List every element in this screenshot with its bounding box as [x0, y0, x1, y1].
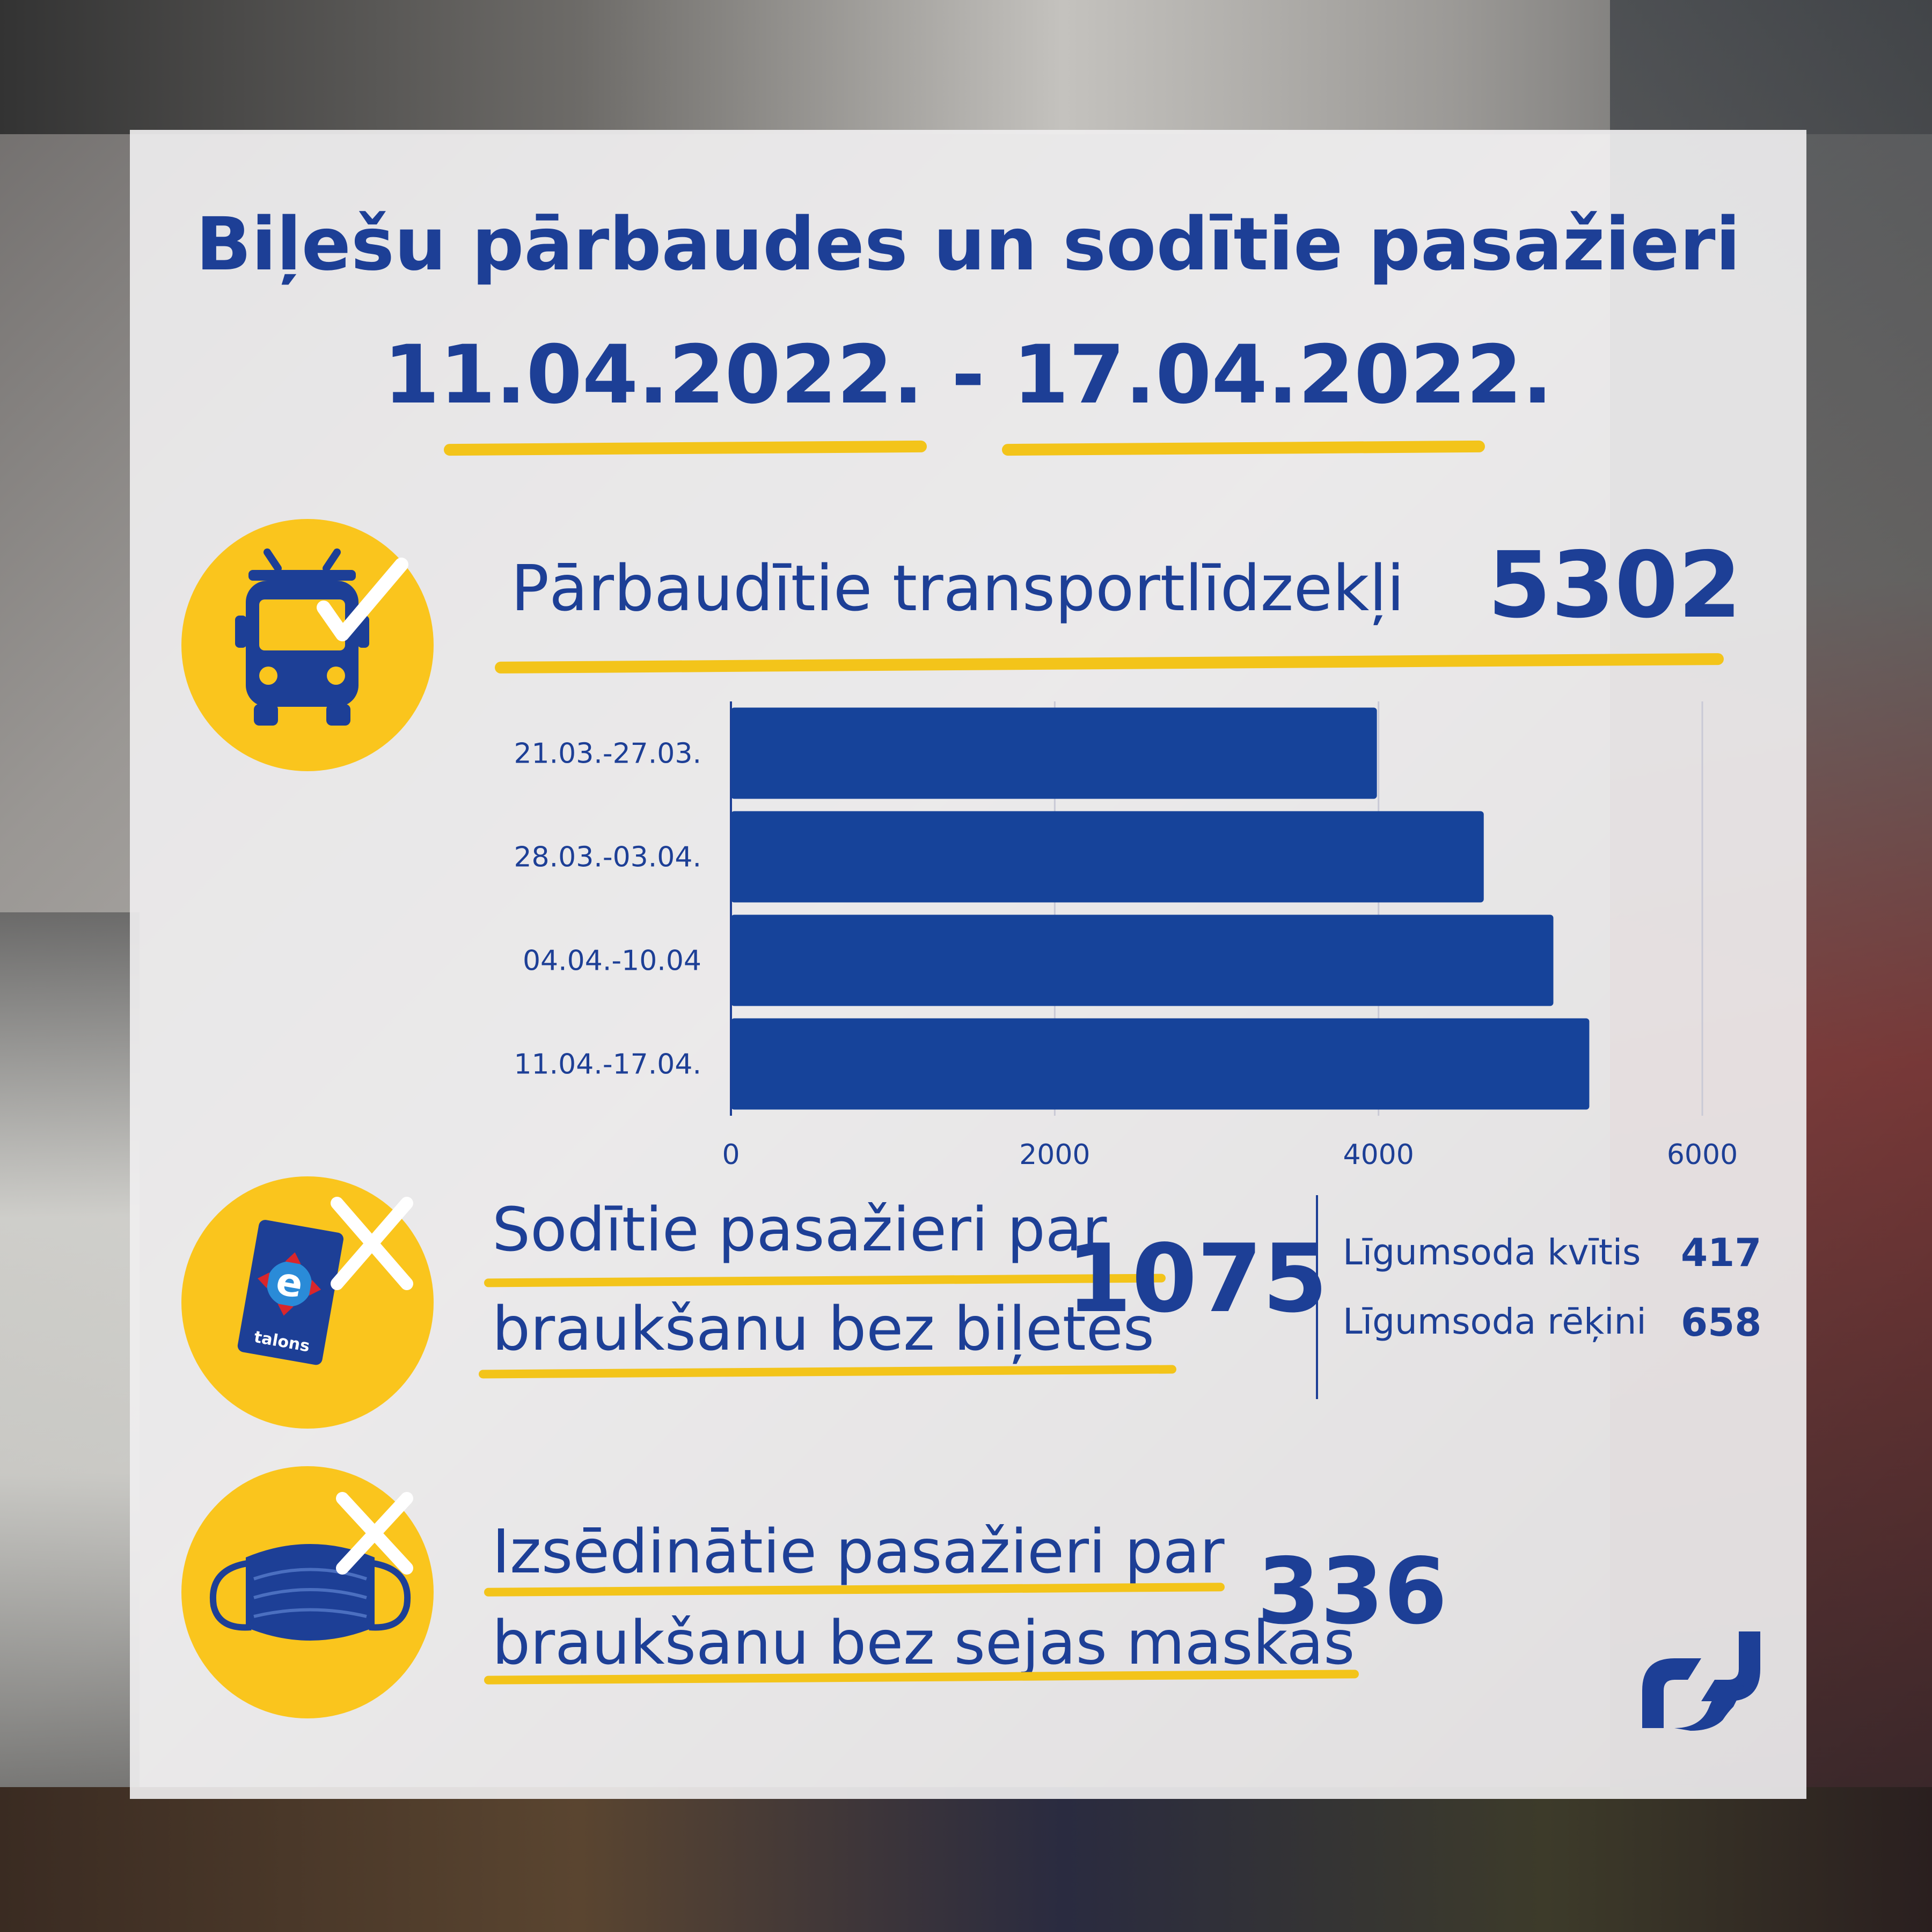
breakdown-label-1: Līgumsoda kvītis: [1343, 1232, 1641, 1273]
etalons-card-x-icon: e talons: [181, 1176, 434, 1429]
chart-category-label: 04.04.-10.04: [523, 945, 701, 977]
chart-category-label: 21.03.-27.03.: [514, 738, 701, 770]
chart-tick-label: 6000: [1667, 1139, 1738, 1171]
chart-tick-labels: 0 2000 4000 6000: [722, 1139, 1738, 1171]
face-mask-x-icon: [181, 1466, 434, 1718]
chart-category-label: 11.04.-17.04.: [514, 1049, 701, 1081]
page-title: Biļešu pārbaudes un sodītie pasažieri: [195, 202, 1741, 287]
chart-tick-label: 2000: [1019, 1139, 1090, 1171]
chart-bar: [731, 811, 1484, 903]
background-floor: [0, 1787, 1932, 1932]
rigas-satiksme-logo: [1642, 1631, 1760, 1731]
mask-label-line1: Izsēdinātie pasažieri par: [492, 1517, 1225, 1587]
breakdown-label-2: Līgumsoda rēķini: [1343, 1301, 1646, 1342]
vehicles-value: 5302: [1488, 532, 1742, 639]
fined-underline1: [484, 1274, 1166, 1287]
breakdown-value-1: 417: [1681, 1230, 1762, 1275]
chart-category-labels: 21.03.-27.03. 28.03.-03.04. 04.04.-10.04 11…: [514, 738, 701, 1081]
fined-value: 1075: [1066, 1225, 1328, 1334]
fined-underline2: [478, 1365, 1177, 1379]
bus-check-icon: [181, 519, 434, 771]
mask-value: 336: [1257, 1539, 1447, 1645]
mask-label-line2: braukšanu bez sejas maskas: [492, 1608, 1355, 1678]
chart-bar: [731, 707, 1377, 799]
vehicles-label: Pārbaudītie transportlīdzekļi: [511, 551, 1404, 625]
chart-bar: [731, 1018, 1590, 1110]
chart-bar: [731, 914, 1554, 1006]
chart-bars: [731, 707, 1590, 1110]
date-range: 11.04.2022. - 17.04.2022.: [383, 328, 1553, 422]
chart-tick-label: 4000: [1343, 1139, 1414, 1171]
fined-label-line1: Sodītie pasažieri par: [492, 1195, 1107, 1265]
chart-category-label: 28.03.-03.04.: [514, 841, 701, 874]
vehicles-bar-chart: 21.03.-27.03. 28.03.-03.04. 04.04.-10.04 11…: [514, 701, 1738, 1171]
background-left: [0, 912, 140, 1932]
fined-divider: [1316, 1195, 1318, 1399]
breakdown-value-2: 658: [1681, 1300, 1762, 1345]
fined-label-line2: braukšanu bez biļetes: [492, 1294, 1154, 1364]
chart-tick-label: 0: [722, 1139, 740, 1171]
infographic-panel: Biļešu pārbaudes un sodītie pasažieri 11…: [130, 130, 1806, 1799]
